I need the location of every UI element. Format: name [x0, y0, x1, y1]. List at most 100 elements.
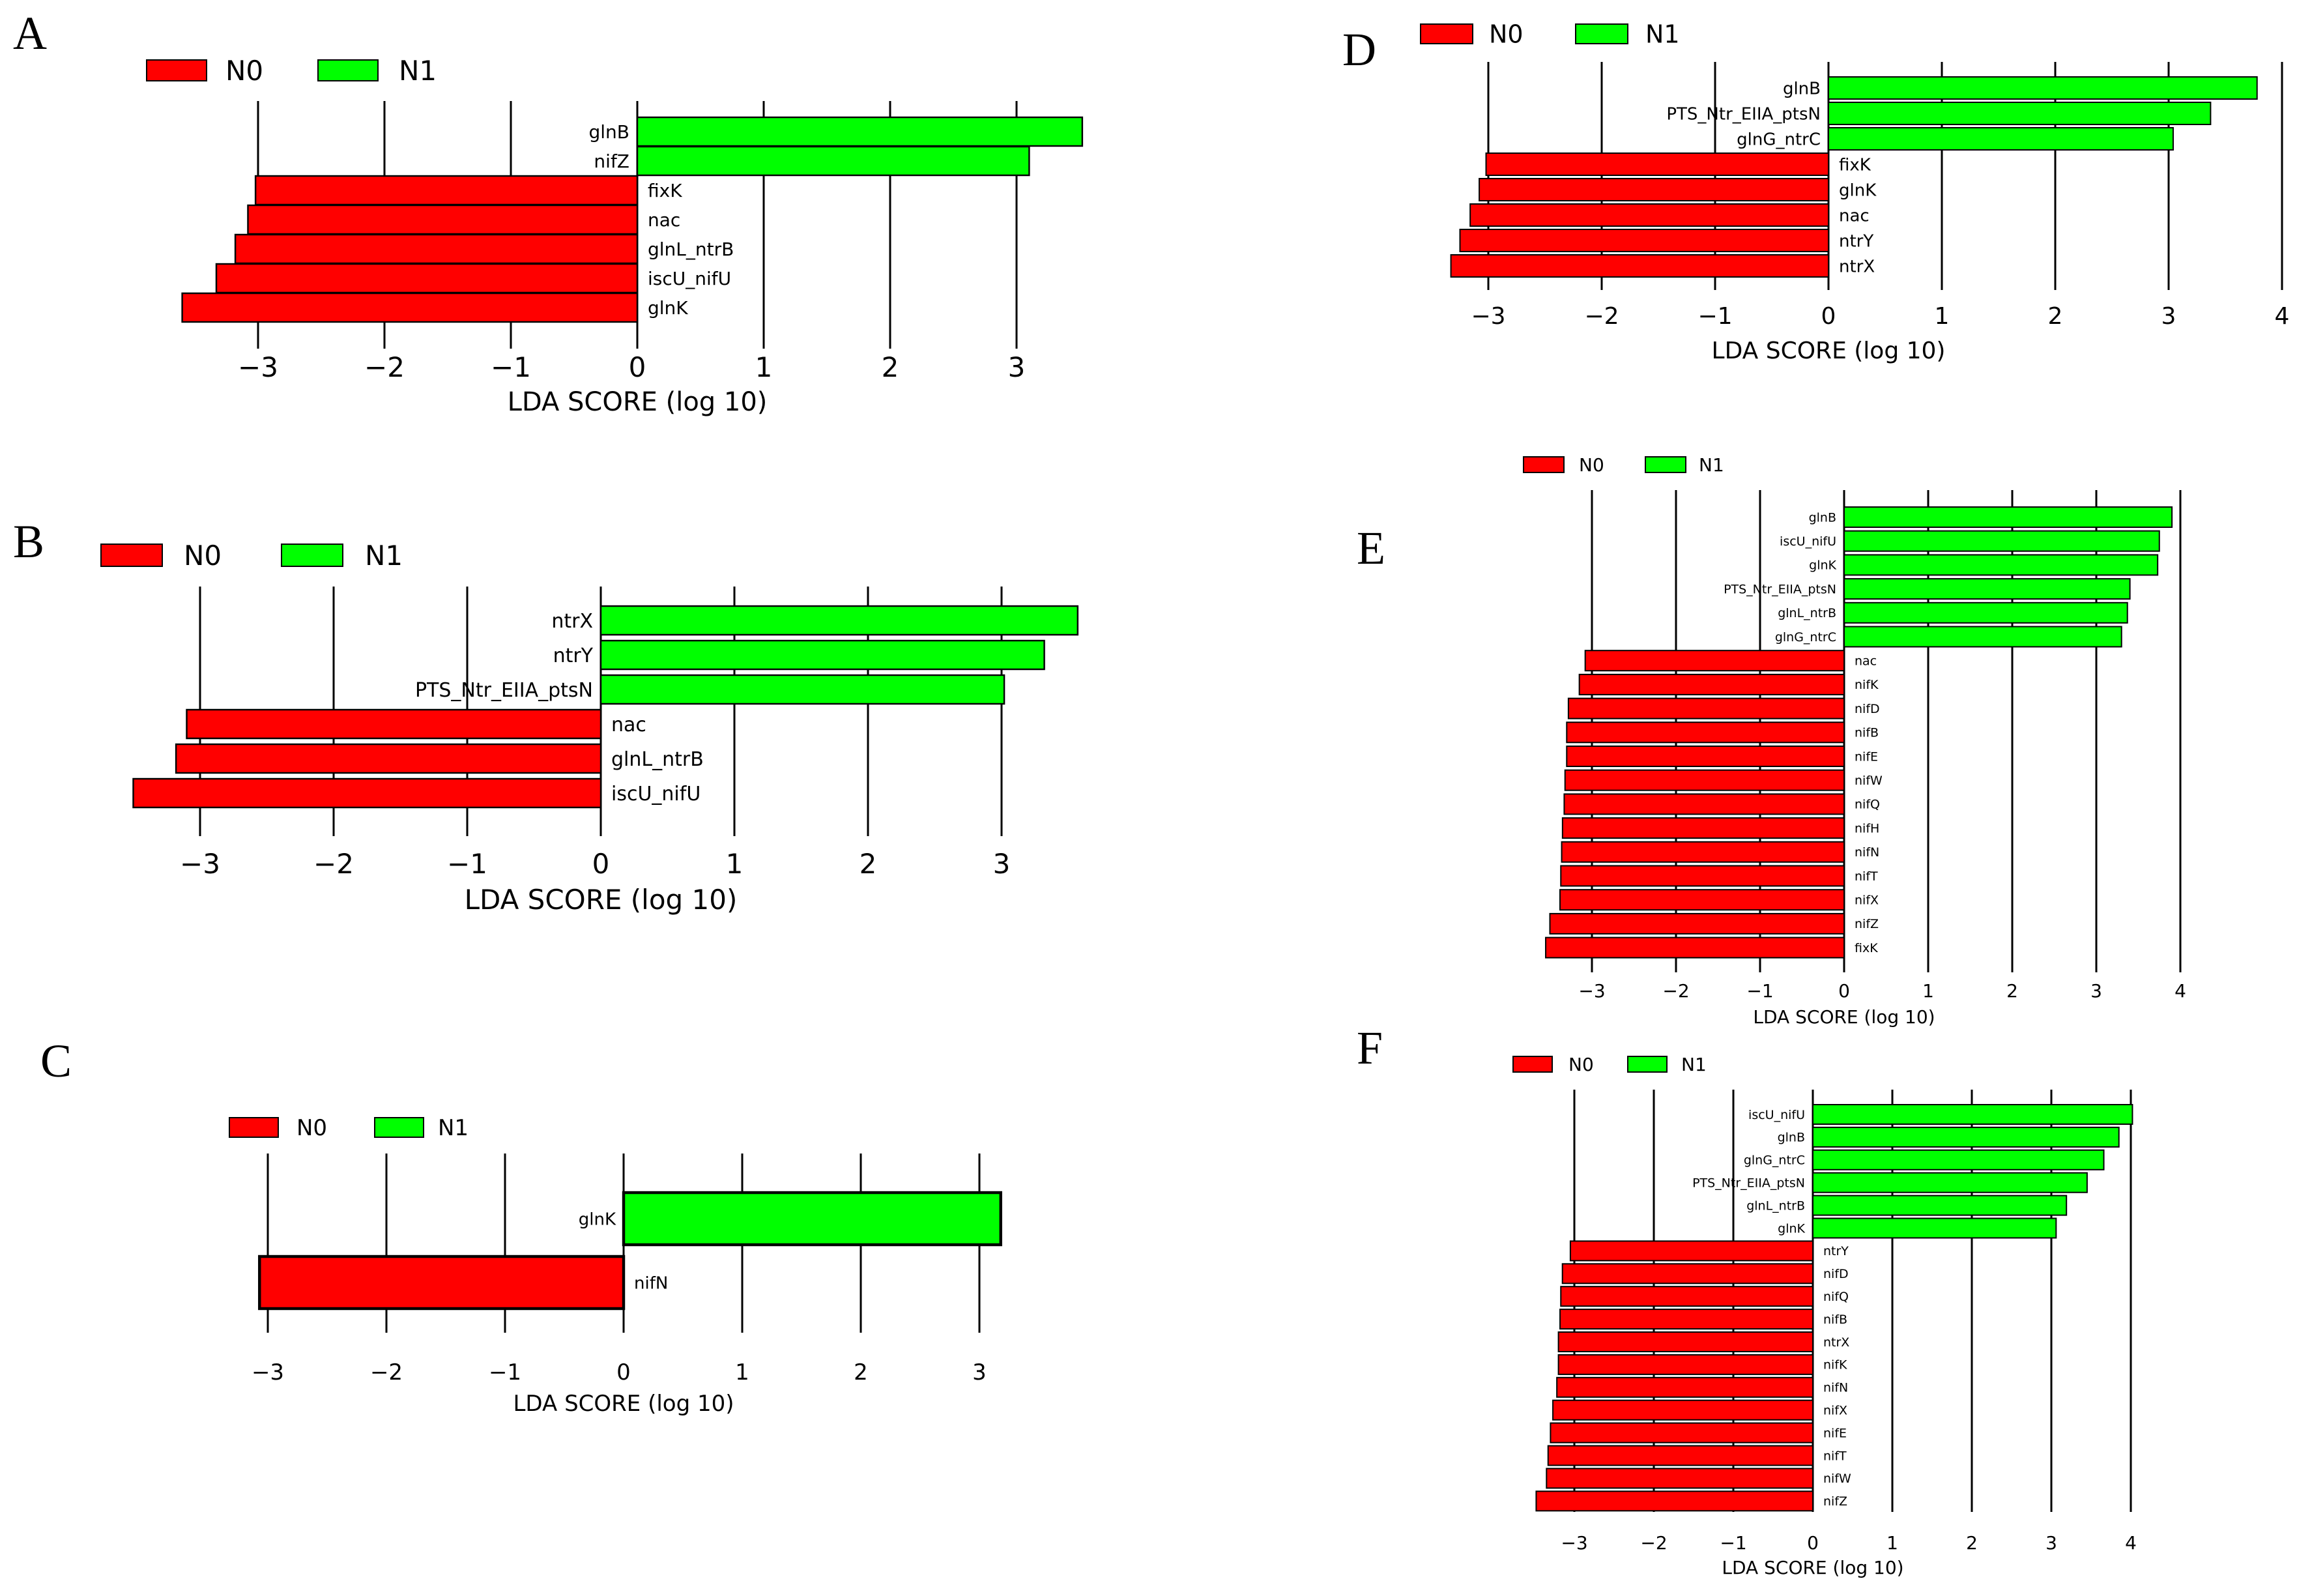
bar-label: glnB	[1783, 79, 1821, 98]
legend-label-n0: N0	[1489, 20, 1524, 49]
bar-label: nifQ	[1855, 798, 1880, 812]
bar-iscu-nifu	[215, 263, 639, 294]
x-tick-label: −1	[489, 1359, 521, 1386]
bar-glng-ntrc	[1812, 1149, 2105, 1170]
bar-nifd	[1561, 1263, 1813, 1284]
bar-label: nifH	[1855, 821, 1879, 835]
bar-label: nac	[648, 209, 680, 231]
bar-glnb	[1812, 1126, 2120, 1148]
bar-label: nifN	[1823, 1381, 1848, 1395]
x-tick-label: −1	[491, 351, 531, 383]
panel-label: D	[1342, 23, 1376, 76]
bar-glnl-ntrb	[234, 233, 639, 265]
x-tick-label: 2	[854, 1359, 868, 1386]
bar-nifn	[1561, 841, 1845, 863]
x-axis-label: LDA SCORE (log 10)	[1722, 1557, 1903, 1578]
bar-glnl-ntrb	[1812, 1195, 2068, 1216]
bar-nac	[247, 204, 639, 235]
x-tick-label: −1	[1697, 303, 1732, 330]
bar-iscu-nifu	[1843, 530, 2160, 552]
bar-label: nifB	[1855, 726, 1879, 740]
bar-nifq	[1563, 793, 1845, 815]
bar-label: glnL_ntrB	[611, 748, 704, 771]
x-tick-label: −2	[364, 351, 405, 383]
x-tick-label: −2	[313, 848, 354, 880]
chart-panel-e: E N0 N1 −3 −2 −1 0 1 2 3 4 glnB iscU_nifU glnK PTS_Ntr…	[1357, 454, 2186, 1028]
x-tick-label: 1	[1886, 1532, 1898, 1554]
legend-swatch-n1	[317, 59, 379, 81]
x-tick-label: 2	[882, 351, 899, 383]
legend-swatch-n1	[374, 1117, 424, 1138]
x-tick-label: −1	[1746, 980, 1773, 1002]
bar-label: nifN	[1855, 845, 1879, 860]
bar-label: ntrX	[551, 610, 593, 633]
x-axis-label: LDA SCORE (log 10)	[1712, 338, 1946, 364]
bar-nifz	[636, 145, 1030, 177]
legend-label-n1: N1	[365, 540, 403, 572]
bar-nifk	[1578, 673, 1845, 695]
bar-glnk	[1843, 554, 2159, 576]
bar-label: glnG_ntrC	[1744, 1153, 1805, 1168]
bar-label: ntrY	[1839, 231, 1873, 251]
bar-label: ntrX	[1823, 1335, 1849, 1350]
legend-swatch-n1	[1627, 1056, 1668, 1073]
bar-nifb	[1566, 721, 1845, 744]
bar-label: glnK	[1809, 559, 1836, 573]
legend-swatch-n1	[281, 544, 343, 567]
x-tick-label: −2	[1584, 303, 1619, 330]
panel-label: C	[40, 1035, 72, 1087]
bar-nac	[186, 708, 602, 740]
bar-label: iscU_nifU	[1780, 534, 1836, 549]
bar-nifw	[1546, 1468, 1814, 1489]
bar-nifx	[1559, 889, 1845, 911]
bar-label: fixK	[648, 180, 682, 201]
x-tick-label: 1	[726, 848, 744, 880]
legend-label-n0: N0	[1568, 1054, 1594, 1075]
legend-swatch-n0	[229, 1117, 279, 1138]
bar-label: nifW	[1855, 774, 1883, 788]
bar-nifn	[1556, 1376, 1813, 1398]
bar-fixk	[254, 175, 639, 206]
bar-nift	[1547, 1445, 1813, 1466]
bar-label: nifW	[1823, 1472, 1851, 1486]
bar-label: nifK	[1855, 678, 1879, 692]
x-tick-label: 3	[2161, 303, 2176, 330]
bar-nifb	[1559, 1309, 1814, 1330]
bar-nifz	[1535, 1490, 1813, 1512]
bar-label: glnK	[579, 1210, 616, 1229]
x-tick-label: −3	[1578, 980, 1605, 1002]
panel-label: F	[1357, 1022, 1383, 1074]
x-tick-label: −2	[1662, 980, 1689, 1002]
x-tick-label: 1	[755, 351, 773, 383]
legend-swatch-n0	[100, 544, 163, 567]
bar-glnk	[622, 1191, 1002, 1247]
x-tick-label: 3	[2045, 1532, 2057, 1554]
bar-pts-ntr-eiia-ptsn	[600, 674, 1005, 705]
bar-label: nifX	[1823, 1404, 1847, 1418]
bar-ntrx	[1557, 1331, 1814, 1352]
bar-label: fixK	[1839, 155, 1871, 175]
x-tick-label: −1	[447, 848, 487, 880]
x-axis-label: LDA SCORE (log 10)	[513, 1391, 734, 1417]
bar-label: nifZ	[1855, 917, 1879, 931]
x-tick-label: −2	[1640, 1532, 1667, 1554]
bar-label: glnL_ntrB	[1778, 606, 1836, 620]
bar-glnl-ntrb	[175, 743, 602, 774]
chart-panel-f: F N0 N1 −3 −2 −1 0 1 2 3 4 iscU_nifU glnB glnG_ntrC PT…	[1357, 1022, 2137, 1578]
bar-ntry	[1569, 1240, 1813, 1262]
bar-label: glnK	[648, 297, 688, 319]
bar-label: nifZ	[594, 151, 629, 172]
bar-nife	[1566, 746, 1845, 767]
x-axis-label: LDA SCORE (log 10)	[465, 884, 738, 916]
bar-label: nifQ	[1823, 1290, 1849, 1304]
legend-label-n0: N0	[184, 540, 222, 572]
x-axis-label: LDA SCORE (log 10)	[1753, 1006, 1935, 1028]
bar-label: glnL_ntrB	[648, 239, 734, 260]
bar-glnk	[1812, 1217, 2057, 1239]
legend-label-n0: N0	[1579, 454, 1604, 476]
bar-label: nac	[611, 714, 646, 736]
x-tick-label: 4	[2174, 980, 2186, 1002]
chart-panel-b: B N0 N1 −3 −2 −1 0 1 2 3 ntrX ntrY PTS_Ntr_EIIA_ptsN…	[13, 515, 1079, 916]
x-tick-label: 4	[2275, 303, 2290, 330]
